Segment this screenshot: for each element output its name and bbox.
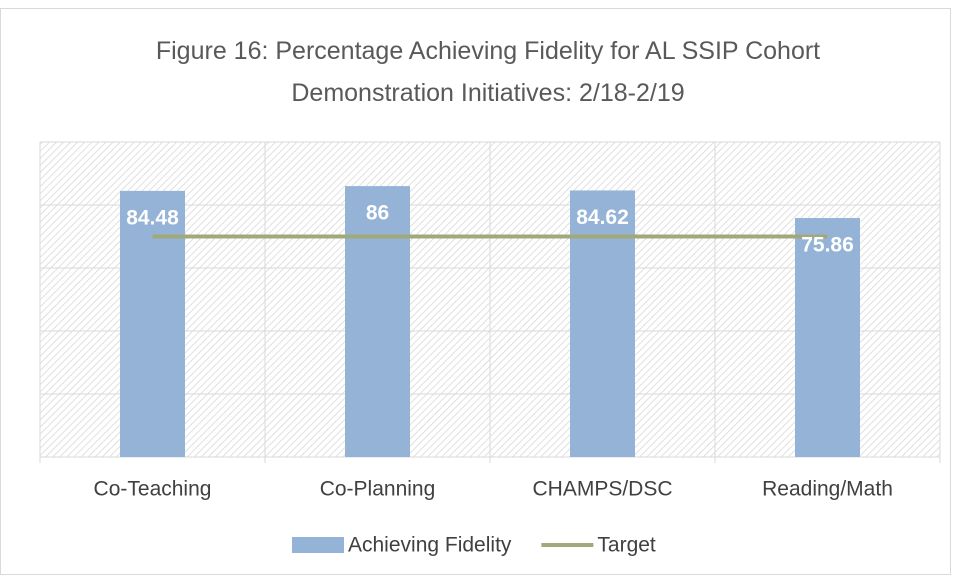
bar — [795, 218, 860, 457]
bar — [345, 186, 410, 457]
x-tick-label: Co-Planning — [320, 478, 436, 501]
data-label: 75.86 — [801, 234, 854, 257]
legend-label: Target — [597, 534, 656, 557]
x-tick-label: CHAMPS/DSC — [532, 478, 672, 501]
bar — [570, 190, 635, 457]
legend-swatch — [292, 537, 344, 553]
data-label: 86 — [366, 202, 389, 225]
chart-title: Figure 16: Percentage Achieving Fidelity… — [155, 37, 821, 107]
data-label: 84.62 — [576, 206, 629, 229]
bar — [120, 190, 185, 457]
legend-label: Achieving Fidelity — [348, 534, 512, 557]
x-tick-label: Co-Teaching — [94, 478, 212, 501]
data-label: 84.48 — [126, 206, 179, 229]
x-tick-label: Reading/Math — [762, 478, 893, 501]
